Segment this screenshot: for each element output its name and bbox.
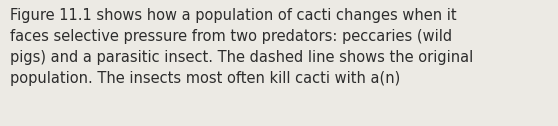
- Text: Figure 11.1 shows how a population of cacti changes when it
faces selective pres: Figure 11.1 shows how a population of ca…: [10, 8, 473, 86]
